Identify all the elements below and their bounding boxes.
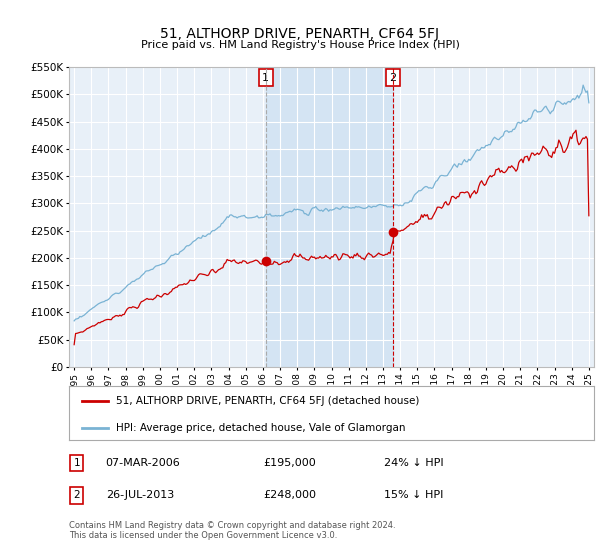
Text: 51, ALTHORP DRIVE, PENARTH, CF64 5FJ (detached house): 51, ALTHORP DRIVE, PENARTH, CF64 5FJ (de…: [116, 396, 419, 407]
Bar: [266, 67, 393, 367]
Text: 1: 1: [74, 458, 80, 468]
Text: Contains HM Land Registry data © Crown copyright and database right 2024.
This d: Contains HM Land Registry data © Crown c…: [69, 521, 395, 540]
Text: Price paid vs. HM Land Registry's House Price Index (HPI): Price paid vs. HM Land Registry's House …: [140, 40, 460, 50]
Text: £195,000: £195,000: [263, 458, 316, 468]
Text: 24% ↓ HPI: 24% ↓ HPI: [384, 458, 443, 468]
Text: 26-JUL-2013: 26-JUL-2013: [106, 491, 174, 501]
Text: 15% ↓ HPI: 15% ↓ HPI: [384, 491, 443, 501]
Text: 2: 2: [74, 491, 80, 501]
Text: 07-MAR-2006: 07-MAR-2006: [106, 458, 181, 468]
Text: 51, ALTHORP DRIVE, PENARTH, CF64 5FJ: 51, ALTHORP DRIVE, PENARTH, CF64 5FJ: [161, 27, 439, 41]
Text: HPI: Average price, detached house, Vale of Glamorgan: HPI: Average price, detached house, Vale…: [116, 423, 406, 433]
Text: 1: 1: [262, 73, 269, 83]
Text: 2: 2: [389, 73, 397, 83]
Text: £248,000: £248,000: [263, 491, 316, 501]
